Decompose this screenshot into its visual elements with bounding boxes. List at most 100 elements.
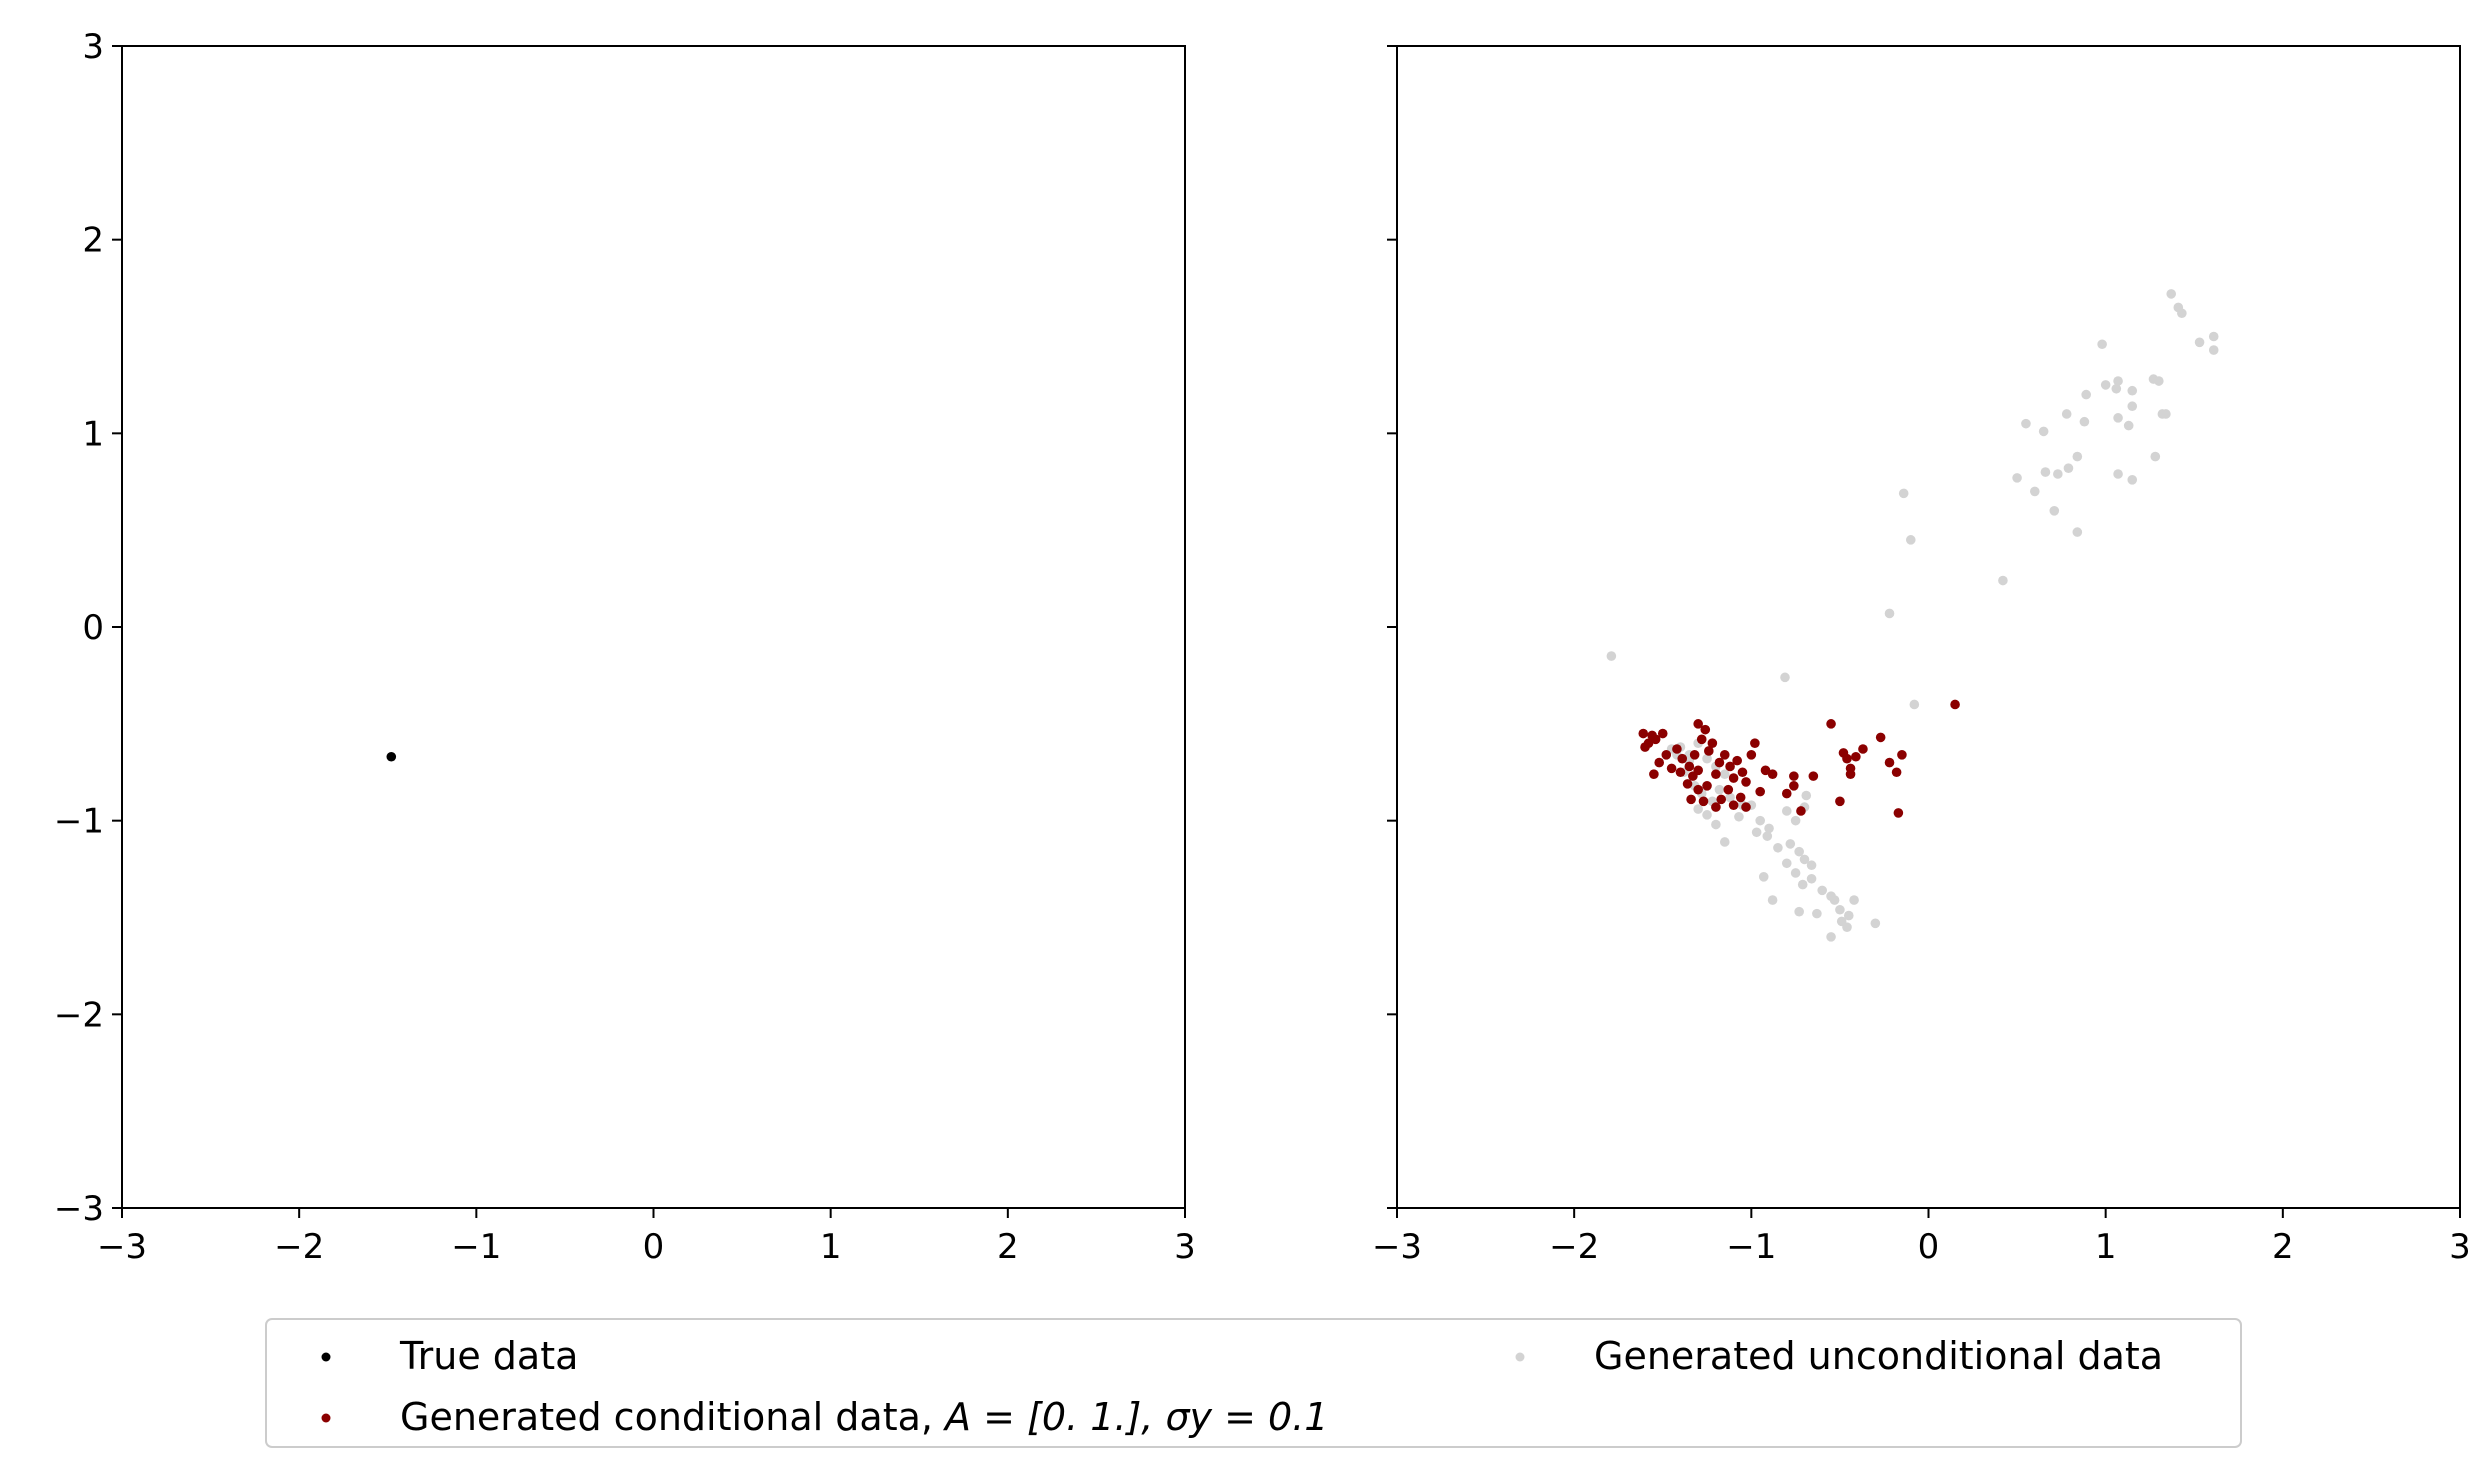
right-scatter-point bbox=[1719, 769, 1730, 779]
right-scatter-point bbox=[1719, 750, 1730, 760]
right-x-tick-label: −3 bbox=[1372, 1227, 1422, 1267]
legend: True data Generated conditional data, A … bbox=[265, 1318, 2242, 1448]
right-scatter-point bbox=[1714, 757, 1725, 768]
left-y-tick-label: 2 bbox=[82, 221, 104, 261]
right-scatter-point bbox=[1661, 750, 1672, 760]
right-scatter-point bbox=[1684, 761, 1695, 772]
right-axes-ticks: −3 −2 −1 0 1 2 3 bbox=[1372, 45, 2471, 1267]
right-scatter-point bbox=[1762, 831, 1773, 841]
right-scatter-point bbox=[1606, 651, 1617, 661]
right-scatter-point bbox=[1909, 699, 1920, 710]
right-scatter-point bbox=[1741, 802, 1751, 812]
right-scatter-point bbox=[1675, 767, 1686, 778]
right-scatter-point bbox=[1897, 750, 1907, 760]
right-scatter-point bbox=[1781, 858, 1792, 869]
right-scatter-point bbox=[2208, 331, 2219, 342]
right-scatter-point bbox=[2079, 416, 2090, 427]
right-scatter-point bbox=[1773, 842, 1783, 853]
right-scatter-point bbox=[1702, 781, 1712, 791]
left-y-tick-label: 1 bbox=[82, 414, 104, 454]
right-scatter-point bbox=[2208, 345, 2219, 355]
right-scatter-point bbox=[1686, 794, 1696, 805]
right-scatter-point bbox=[1858, 744, 1868, 754]
right-scatter-point bbox=[1693, 784, 1703, 795]
right-scatter-point bbox=[2127, 385, 2138, 396]
right-scatter-point bbox=[1799, 854, 1810, 865]
right-scatter-point bbox=[2111, 383, 2122, 394]
right-scatter-point bbox=[1728, 773, 1739, 783]
right-scatter-point bbox=[2097, 339, 2107, 350]
right-scatter-point bbox=[1801, 790, 1812, 801]
right-scatter-point bbox=[2012, 473, 2022, 483]
left-y-tick-label: −2 bbox=[54, 995, 104, 1035]
legend-label-conditional-text: Generated conditional data, bbox=[400, 1395, 945, 1439]
left-x-tick-label: −1 bbox=[451, 1227, 501, 1267]
right-scatter-point bbox=[1702, 810, 1712, 820]
right-scatter-point bbox=[1835, 796, 1845, 807]
right-scatter-point bbox=[1767, 895, 1778, 905]
right-scatter-point bbox=[2072, 451, 2083, 462]
right-scatter-point bbox=[1893, 808, 1904, 818]
left-scatter-panel: −3 −2 −1 0 1 2 3 −3 −2 −1 0 1 2 3 bbox=[54, 27, 1196, 1267]
right-scatter-point bbox=[1666, 763, 1677, 774]
right-scatter-point bbox=[1734, 811, 1744, 822]
right-scatter-point bbox=[1702, 753, 1712, 764]
right-scatter-point bbox=[1851, 751, 1861, 762]
right-scatter-point bbox=[2113, 413, 2123, 423]
right-scatter-point bbox=[1716, 794, 1727, 805]
right-scatter-point bbox=[1842, 922, 1852, 932]
right-scatter-point bbox=[1808, 771, 1819, 781]
right-scatter-point bbox=[1696, 734, 1707, 745]
right-scatter-point bbox=[1884, 757, 1895, 768]
right-scatter-point bbox=[1657, 728, 1668, 739]
right-scatter-point bbox=[2063, 463, 2074, 473]
right-scatter-point bbox=[1806, 873, 1817, 884]
right-scatter-point bbox=[1780, 672, 1790, 683]
right-scatter-panel: −3 −2 −1 0 1 2 3 bbox=[1372, 45, 2471, 1267]
right-scatter-point bbox=[1725, 792, 1735, 803]
right-scatter-point bbox=[1700, 724, 1711, 735]
right-scatter-point bbox=[1672, 744, 1682, 754]
right-scatter-point bbox=[1829, 895, 1840, 905]
right-scatter-point bbox=[1817, 885, 1827, 896]
left-y-tick-label: −3 bbox=[54, 1189, 104, 1229]
right-scatter-point bbox=[1790, 815, 1801, 826]
right-plot-frame bbox=[1396, 45, 2461, 1209]
right-scatter-point bbox=[1725, 761, 1735, 772]
right-scatter-point bbox=[1649, 769, 1659, 779]
right-scatter-point bbox=[1654, 757, 1665, 768]
right-scatter-point bbox=[1758, 872, 1769, 882]
right-scatter-point bbox=[1796, 806, 1806, 816]
right-scatter-point bbox=[1693, 804, 1703, 814]
right-scatter-point bbox=[2157, 409, 2168, 419]
right-scatter-point bbox=[1849, 895, 1859, 905]
right-scatter-point bbox=[1719, 837, 1730, 847]
legend-marker-conditional bbox=[321, 1413, 331, 1423]
right-scatter-point bbox=[1711, 819, 1721, 830]
right-scatter-point bbox=[1898, 488, 1909, 499]
right-scatter-point bbox=[1728, 800, 1739, 810]
right-scatter-point bbox=[1735, 792, 1746, 803]
right-scatter-point bbox=[1698, 796, 1709, 807]
left-x-tick-label: −2 bbox=[274, 1227, 324, 1267]
right-scatter-point bbox=[2038, 426, 2049, 437]
right-x-tick-label: 3 bbox=[2449, 1227, 2471, 1267]
right-scatter-point bbox=[2166, 289, 2177, 299]
right-scatter-point bbox=[1755, 786, 1765, 797]
right-scatter-point bbox=[1693, 719, 1703, 729]
right-scatter-point bbox=[1764, 823, 1774, 834]
legend-marker-unconditional bbox=[1515, 1352, 1525, 1362]
right-scatter-point bbox=[1806, 860, 1817, 871]
right-scatter-point bbox=[2040, 467, 2051, 477]
right-scatter-point bbox=[1843, 910, 1854, 921]
right-scatter-point bbox=[1677, 753, 1688, 764]
left-data-points bbox=[386, 751, 397, 762]
right-scatter-point bbox=[2021, 418, 2031, 429]
right-scatter-point bbox=[1732, 755, 1742, 766]
legend-marker-true-data bbox=[321, 1352, 331, 1362]
right-scatter-point bbox=[2061, 409, 2072, 419]
right-scatter-point bbox=[1835, 904, 1845, 915]
right-scatter-point bbox=[1826, 719, 1836, 729]
left-plot-frame bbox=[121, 45, 1186, 1209]
